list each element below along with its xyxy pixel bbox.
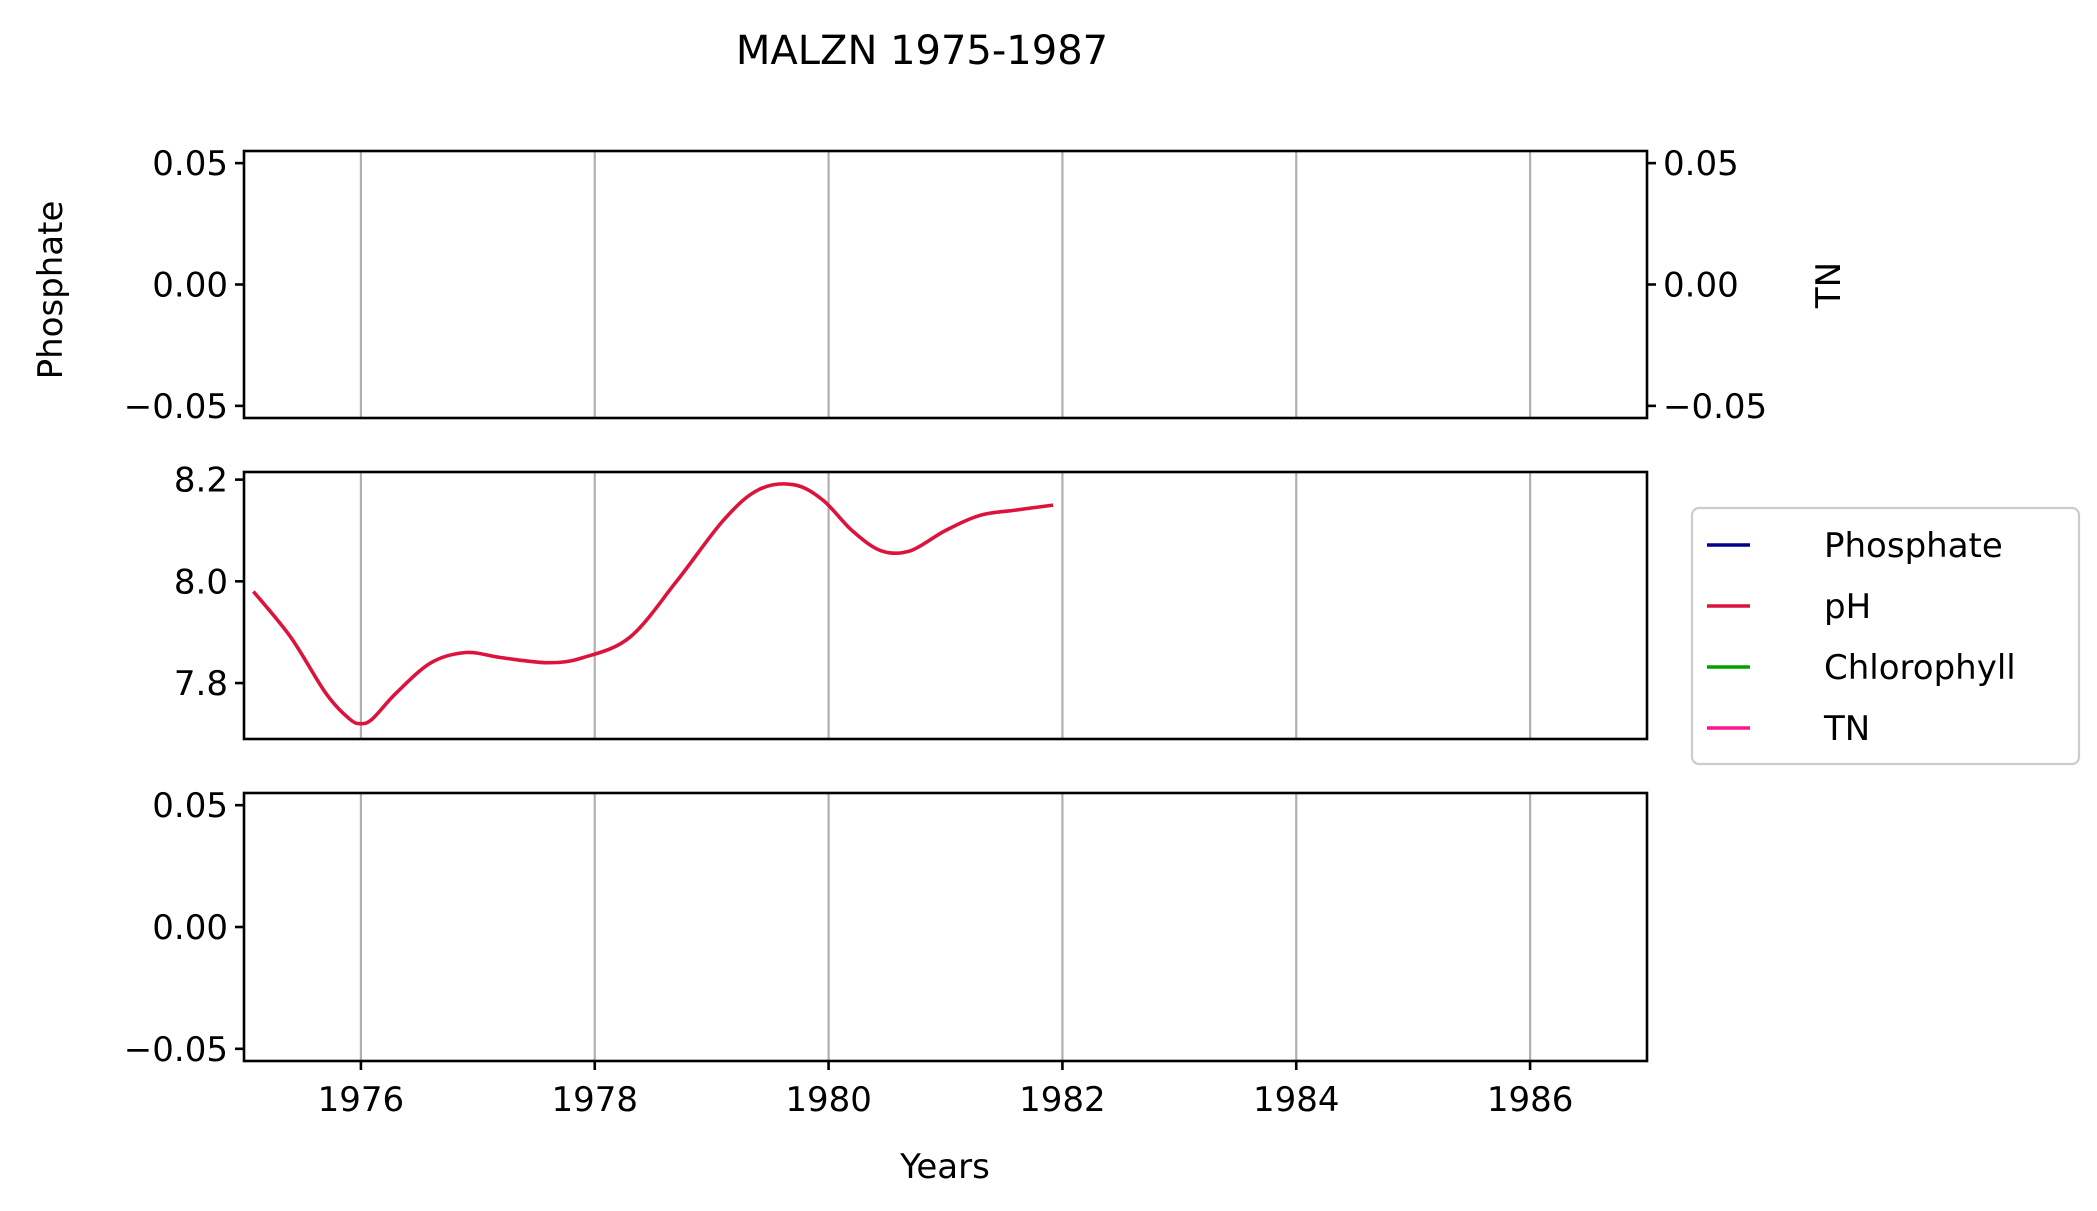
y-tick-label: 8.0 <box>174 562 228 602</box>
x-tick-label: 1976 <box>318 1080 405 1120</box>
right-axis-label-tn: TN <box>1809 262 1849 309</box>
y-tick-label: 0.05 <box>152 786 228 826</box>
x-tick-label: 1980 <box>785 1080 872 1120</box>
legend-label-phosphate: Phosphate <box>1824 526 2003 566</box>
legend-label-chlorophyll: Chlorophyll <box>1824 648 2016 688</box>
x-tick-label: 1978 <box>551 1080 638 1120</box>
x-tick-label: 1982 <box>1019 1080 1106 1120</box>
right-tick-label: −0.05 <box>1663 387 1767 427</box>
y-tick-label: 7.8 <box>174 664 228 704</box>
y-tick-label: −0.05 <box>124 387 228 427</box>
panel-ph: 8.2 8.0 7.8 <box>174 461 1649 741</box>
legend-label-tn: TN <box>1823 709 1870 749</box>
right-tick-label: 0.05 <box>1663 144 1739 184</box>
y-tick-label: 0.00 <box>152 908 228 948</box>
axes-frame <box>242 149 1649 420</box>
axes-frame <box>242 791 1649 1063</box>
y-tick-label: 8.2 <box>174 461 228 501</box>
axes-frame <box>242 470 1649 741</box>
x-axis-label: Years <box>899 1147 990 1187</box>
series-line-ph <box>252 482 1054 726</box>
x-tick-label: 1984 <box>1253 1080 1340 1120</box>
legend-box <box>1690 506 2081 766</box>
y-tick-label: −0.05 <box>124 1030 228 1070</box>
panel-chlorophyll: 0.05 0.00 −0.05 1976 1978 1980 1982 1984 1986 <box>124 786 1649 1120</box>
y-axis-label-phosphate: Phosphate <box>31 201 71 380</box>
y-tick-label: 0.00 <box>152 266 228 306</box>
legend: Phosphate pH Chlorophyll TN <box>1690 506 2081 766</box>
chart-title: MALZN 1975-1987 <box>736 28 1108 74</box>
x-tick-label: 1986 <box>1487 1080 1574 1120</box>
y-tick-label: 0.05 <box>152 144 228 184</box>
right-tick-label: 0.00 <box>1663 266 1739 306</box>
panel-phosphate: 0.05 0.00 −0.05 0.05 0.00 −0.05 <box>124 144 1767 427</box>
legend-label-ph: pH <box>1824 587 1871 627</box>
